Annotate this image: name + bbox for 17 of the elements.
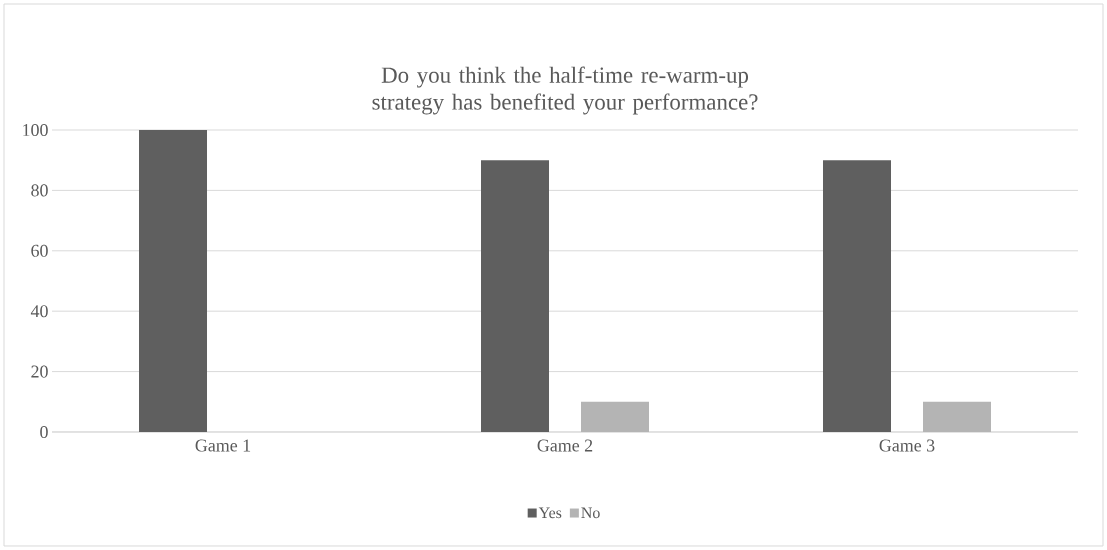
bar [481,160,550,432]
y-tick-label: 100 [23,123,48,137]
bar [581,401,649,432]
chart-title: Do you think the half-time re-warm-up strategy has benefited your performance? [372,66,758,115]
bar [139,129,208,432]
y-tick-label: 40 [30,305,48,318]
bar [823,160,891,432]
x-tick-label: Game 3 [879,439,935,452]
x-tick-label: Game 2 [537,439,593,452]
y-tick-label: 20 [31,365,48,378]
legend-label: Yes [538,507,562,519]
legend-label: No [581,507,600,519]
y-tick-label: 0 [40,425,48,439]
bar [923,401,991,432]
y-tick-label: 80 [31,184,48,197]
y-tick-label: 60 [31,244,48,257]
x-tick-label: Game 1 [195,439,251,452]
